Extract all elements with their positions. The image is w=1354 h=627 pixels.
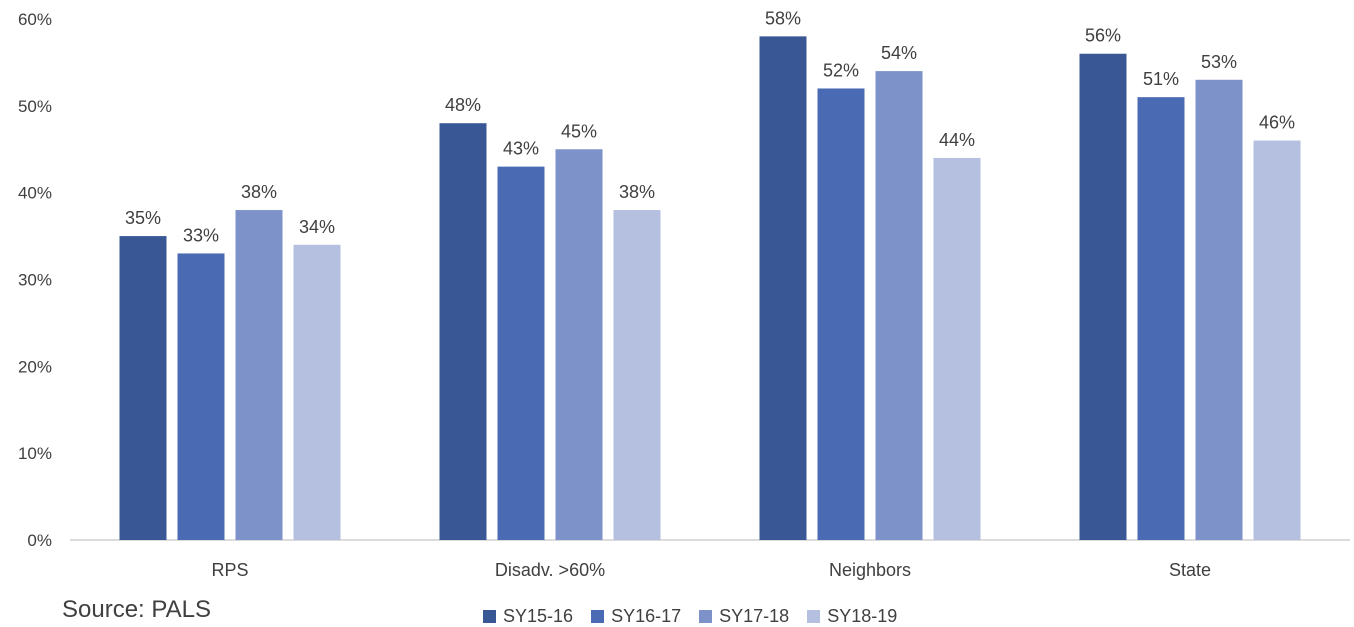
legend-label: SY18-19 — [827, 606, 898, 626]
x-category-label: RPS — [211, 560, 248, 580]
data-label: 38% — [241, 182, 277, 202]
bar — [119, 236, 167, 541]
legend-label: SY15-16 — [503, 606, 574, 626]
data-label: 33% — [183, 225, 219, 245]
x-category-label: Neighbors — [829, 560, 911, 580]
y-axis: 0% 10% 20% 30% 40% 50% 60% — [18, 10, 52, 550]
bar — [439, 123, 487, 540]
bar — [1079, 53, 1127, 540]
y-tick-label: 20% — [18, 357, 52, 376]
bar — [235, 210, 283, 541]
bar — [555, 149, 603, 540]
data-label: 52% — [823, 60, 859, 80]
bar — [293, 244, 341, 540]
data-label: 38% — [619, 182, 655, 202]
y-tick-label: 30% — [18, 271, 52, 290]
data-label: 48% — [445, 95, 481, 115]
bar — [1253, 140, 1301, 541]
y-tick-label: 10% — [18, 444, 52, 463]
legend-item: SY17-18 — [699, 606, 789, 627]
legend-label: SY16-17 — [611, 606, 682, 626]
bar — [613, 210, 661, 541]
bar — [875, 71, 923, 540]
bar — [759, 36, 807, 540]
legend-swatch — [591, 610, 605, 623]
bar — [177, 253, 225, 540]
data-label: 45% — [561, 121, 597, 141]
data-label: 34% — [299, 217, 335, 237]
x-category-label: Disadv. >60% — [495, 560, 605, 580]
source-note: Source: PALS — [62, 596, 211, 623]
x-axis-categories: RPS Disadv. >60% Neighbors State — [211, 560, 1211, 580]
data-label: 35% — [125, 208, 161, 228]
data-label: 43% — [503, 139, 539, 159]
legend-item: SY18-19 — [807, 606, 897, 627]
legend-item: SY16-17 — [591, 606, 681, 627]
bar — [933, 157, 981, 540]
legend-swatch — [699, 610, 713, 623]
y-tick-label: 60% — [18, 10, 52, 29]
legend: SY15-16 SY16-17 SY17-18 SY18-19 — [483, 606, 897, 627]
legend-label: SY17-18 — [719, 606, 790, 626]
bar — [817, 88, 865, 540]
data-label: 54% — [881, 43, 917, 63]
data-label: 51% — [1143, 69, 1179, 89]
data-label: 44% — [939, 130, 975, 150]
legend-swatch — [807, 610, 821, 623]
data-label: 58% — [765, 8, 801, 28]
bar — [497, 166, 545, 540]
y-tick-label: 0% — [27, 531, 52, 550]
data-label: 53% — [1201, 52, 1237, 72]
legend-item: SY15-16 — [483, 606, 573, 627]
y-tick-label: 50% — [18, 97, 52, 116]
bar — [1195, 79, 1243, 541]
data-label: 46% — [1259, 113, 1295, 133]
legend-swatch — [483, 610, 496, 623]
x-category-label: State — [1169, 560, 1211, 580]
bar — [1137, 97, 1185, 541]
data-labels: 35% 33% 38% 34% 48% 43% 45% 38% 58% 52% 54% 44% 56% 5… — [125, 8, 1295, 245]
y-tick-label: 40% — [18, 184, 52, 203]
bars — [119, 36, 1301, 541]
data-label: 56% — [1085, 26, 1121, 46]
